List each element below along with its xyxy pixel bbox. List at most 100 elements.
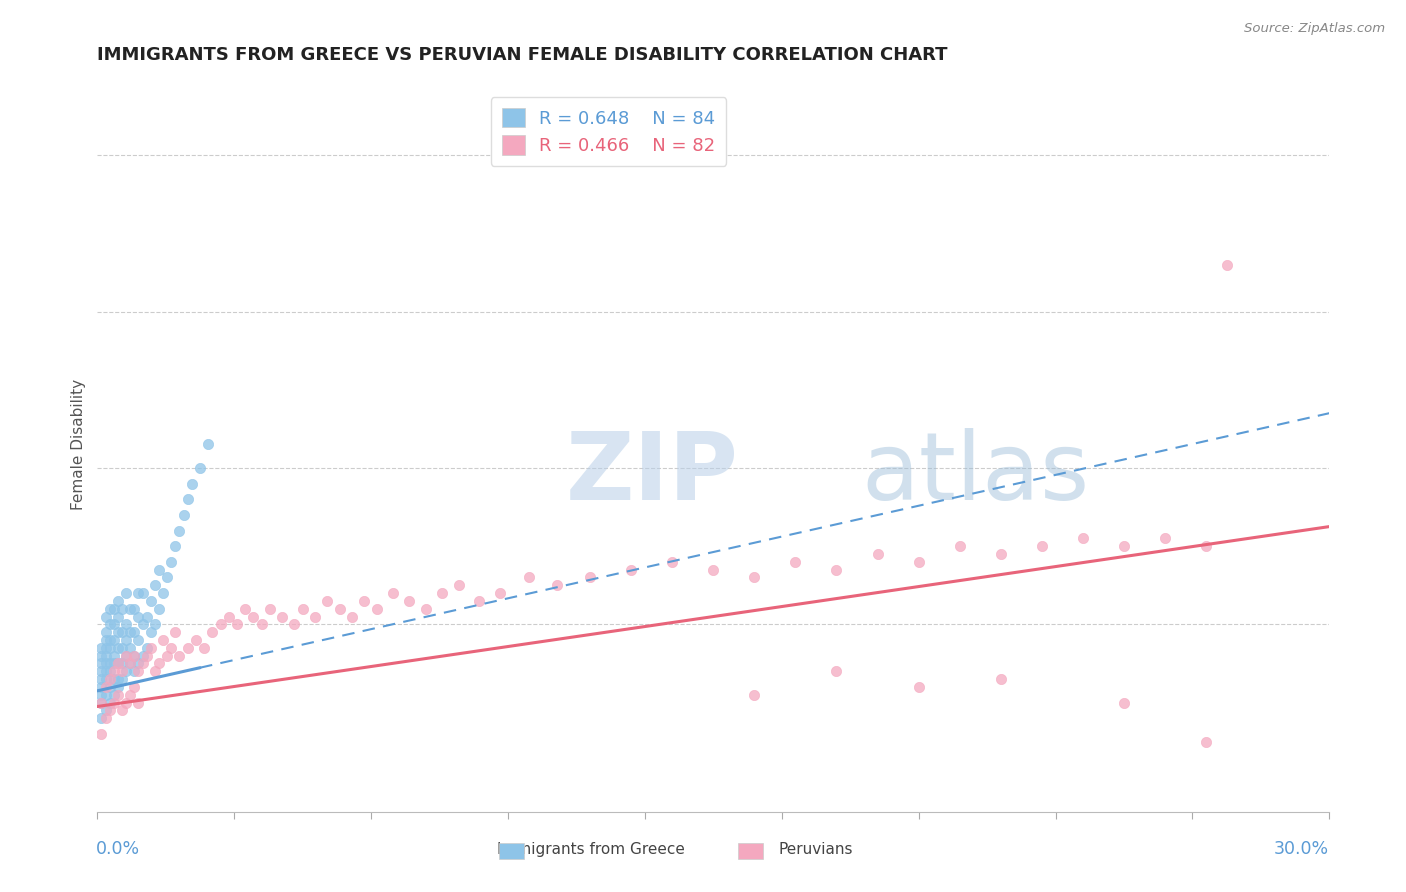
Point bbox=[160, 640, 183, 655]
Point bbox=[702, 563, 724, 577]
Point bbox=[127, 609, 149, 624]
Point bbox=[139, 640, 162, 655]
Point bbox=[107, 657, 129, 671]
Point bbox=[90, 696, 112, 710]
Point bbox=[90, 711, 112, 725]
Point bbox=[135, 640, 157, 655]
Point bbox=[316, 594, 339, 608]
Point bbox=[94, 657, 117, 671]
Legend: R = 0.648    N = 84, R = 0.466    N = 82: R = 0.648 N = 84, R = 0.466 N = 82 bbox=[491, 97, 727, 166]
Point bbox=[152, 633, 174, 648]
Point bbox=[160, 555, 183, 569]
Point bbox=[94, 703, 117, 717]
Point bbox=[103, 657, 125, 671]
Point bbox=[124, 665, 146, 679]
Point bbox=[291, 601, 314, 615]
Point bbox=[98, 672, 121, 686]
Point bbox=[744, 570, 766, 584]
Point bbox=[90, 648, 112, 663]
Point bbox=[990, 672, 1012, 686]
Point bbox=[103, 633, 125, 648]
Point bbox=[949, 539, 972, 553]
Point bbox=[115, 586, 138, 600]
Point bbox=[139, 625, 162, 640]
Point bbox=[1112, 539, 1135, 553]
Point bbox=[143, 665, 166, 679]
Point bbox=[111, 665, 134, 679]
Point bbox=[173, 508, 195, 522]
Point bbox=[340, 609, 363, 624]
Point bbox=[176, 640, 198, 655]
Point bbox=[115, 648, 138, 663]
Point bbox=[120, 688, 142, 702]
Point bbox=[111, 640, 134, 655]
Point bbox=[866, 547, 889, 561]
Point bbox=[111, 625, 134, 640]
Point bbox=[107, 672, 129, 686]
Point bbox=[103, 665, 125, 679]
Point bbox=[94, 648, 117, 663]
Point bbox=[98, 665, 121, 679]
Point bbox=[259, 601, 281, 615]
Point bbox=[242, 609, 264, 624]
Point bbox=[131, 657, 153, 671]
Point bbox=[103, 672, 125, 686]
Point bbox=[209, 617, 232, 632]
Point bbox=[143, 578, 166, 592]
Point bbox=[115, 633, 138, 648]
Text: Immigrants from Greece: Immigrants from Greece bbox=[496, 842, 685, 856]
Point bbox=[127, 657, 149, 671]
Text: Source: ZipAtlas.com: Source: ZipAtlas.com bbox=[1244, 22, 1385, 36]
Point bbox=[415, 601, 437, 615]
Point bbox=[115, 665, 138, 679]
Point bbox=[120, 601, 142, 615]
Point bbox=[148, 657, 170, 671]
Point bbox=[546, 578, 568, 592]
Point bbox=[468, 594, 491, 608]
Text: 0.0%: 0.0% bbox=[96, 840, 139, 858]
Point bbox=[94, 640, 117, 655]
Point bbox=[1112, 696, 1135, 710]
Point bbox=[98, 640, 121, 655]
Point bbox=[152, 586, 174, 600]
Point bbox=[139, 594, 162, 608]
Point bbox=[1195, 734, 1218, 748]
Point bbox=[169, 524, 191, 538]
Point bbox=[283, 617, 305, 632]
Point bbox=[103, 688, 125, 702]
Point bbox=[201, 625, 224, 640]
Point bbox=[226, 617, 249, 632]
Point bbox=[111, 657, 134, 671]
Point bbox=[124, 601, 146, 615]
Point bbox=[124, 680, 146, 694]
Point bbox=[94, 711, 117, 725]
Point bbox=[353, 594, 375, 608]
Point bbox=[124, 648, 146, 663]
Point bbox=[131, 586, 153, 600]
Point bbox=[98, 696, 121, 710]
Point bbox=[103, 617, 125, 632]
Point bbox=[329, 601, 352, 615]
Point bbox=[180, 476, 202, 491]
Point bbox=[115, 696, 138, 710]
Point bbox=[127, 633, 149, 648]
Point bbox=[135, 609, 157, 624]
Point bbox=[233, 601, 256, 615]
Point bbox=[165, 539, 187, 553]
Point bbox=[156, 648, 179, 663]
Point bbox=[148, 563, 170, 577]
Point bbox=[124, 625, 146, 640]
Point bbox=[135, 648, 157, 663]
Y-axis label: Female Disability: Female Disability bbox=[72, 379, 86, 510]
Point bbox=[120, 640, 142, 655]
Point bbox=[907, 555, 929, 569]
Point bbox=[107, 594, 129, 608]
Point bbox=[98, 617, 121, 632]
Point bbox=[579, 570, 602, 584]
Point bbox=[193, 640, 215, 655]
Point bbox=[94, 680, 117, 694]
Point bbox=[197, 437, 219, 451]
Point bbox=[131, 617, 153, 632]
Point bbox=[90, 696, 112, 710]
Point bbox=[90, 680, 112, 694]
